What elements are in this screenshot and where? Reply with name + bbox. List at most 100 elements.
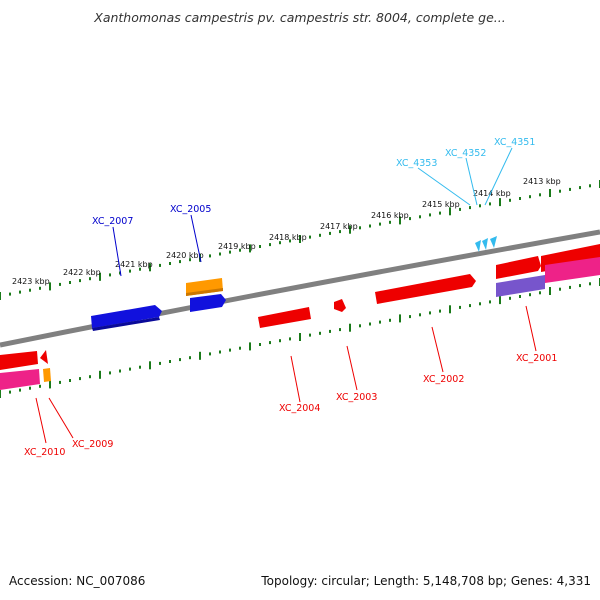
gene-xc-2009-arrow[interactable] bbox=[40, 350, 48, 364]
gene-xc-2010-feature[interactable] bbox=[0, 351, 38, 370]
minor-tick bbox=[189, 258, 191, 262]
minor-tick bbox=[469, 304, 471, 308]
gene-xc-2003-feature[interactable] bbox=[334, 299, 346, 312]
minor-tick bbox=[359, 324, 361, 328]
magenta-band[interactable] bbox=[0, 369, 40, 390]
minor-tick bbox=[179, 260, 181, 264]
magenta-band[interactable] bbox=[545, 257, 600, 283]
gene-xc-2001-feature[interactable] bbox=[496, 256, 541, 279]
kbp-label: 2417 kbp bbox=[320, 222, 358, 231]
minor-tick bbox=[209, 254, 211, 258]
kbp-scale: 2423 kbp 2422 kbp 2421 kbp 2420 kbp 2419… bbox=[12, 177, 561, 286]
trna-feature[interactable] bbox=[475, 240, 481, 252]
minor-tick bbox=[39, 286, 41, 290]
minor-tick bbox=[509, 198, 511, 202]
minor-tick bbox=[509, 296, 511, 300]
minor-tick bbox=[309, 235, 311, 239]
minor-tick bbox=[139, 267, 141, 271]
trna-feature[interactable] bbox=[490, 236, 497, 248]
gene-xc-2002-feature[interactable] bbox=[375, 274, 476, 304]
minor-tick bbox=[359, 226, 361, 230]
minor-tick bbox=[129, 367, 131, 371]
minor-tick bbox=[239, 346, 241, 350]
gene-xc-2009-feature[interactable] bbox=[43, 368, 51, 382]
minor-tick bbox=[29, 386, 31, 390]
kbp-label: 2414 kbp bbox=[473, 189, 511, 198]
minor-tick bbox=[409, 217, 411, 221]
gene-label-xc-2007: XC_2007 bbox=[92, 216, 133, 227]
minor-tick bbox=[379, 320, 381, 324]
trna-feature[interactable] bbox=[482, 238, 488, 250]
minor-tick bbox=[119, 271, 121, 275]
minor-tick bbox=[239, 248, 241, 252]
major-tick bbox=[49, 380, 51, 389]
minor-tick bbox=[369, 224, 371, 228]
gene-label-xc-4352: XC_4352 bbox=[445, 148, 486, 159]
major-tick bbox=[349, 323, 351, 332]
gene-label-xc-2001: XC_2001 bbox=[516, 353, 557, 364]
gene-label-xc-2004: XC_2004 bbox=[279, 403, 320, 414]
gene-blue-feature[interactable] bbox=[190, 294, 226, 312]
purple-band[interactable] bbox=[496, 275, 545, 297]
major-tick bbox=[199, 351, 201, 360]
major-tick bbox=[0, 390, 1, 398]
minor-tick bbox=[119, 369, 121, 373]
minor-tick bbox=[69, 281, 71, 284]
minor-tick bbox=[269, 341, 271, 345]
major-tick bbox=[49, 282, 51, 291]
major-tick bbox=[399, 314, 401, 323]
minor-tick bbox=[379, 222, 381, 226]
minor-tick bbox=[469, 206, 471, 210]
minor-tick bbox=[19, 290, 21, 294]
minor-tick bbox=[329, 231, 331, 235]
minor-tick bbox=[189, 356, 191, 360]
minor-tick bbox=[479, 302, 481, 306]
minor-tick bbox=[339, 328, 341, 332]
minor-tick bbox=[169, 360, 171, 363]
minor-tick bbox=[459, 305, 461, 309]
gene-label-xc-2005: XC_2005 bbox=[170, 204, 211, 215]
minor-tick bbox=[459, 207, 461, 211]
minor-tick bbox=[489, 300, 491, 304]
minor-tick bbox=[219, 350, 221, 354]
gene-label-xc-4351: XC_4351 bbox=[494, 137, 535, 148]
minor-tick bbox=[69, 379, 71, 382]
gene-xc-2007-feature[interactable] bbox=[91, 305, 162, 328]
minor-tick bbox=[169, 262, 171, 265]
minor-tick bbox=[389, 318, 391, 322]
minor-tick bbox=[529, 293, 531, 297]
minor-tick bbox=[209, 352, 211, 356]
topology-summary: Topology: circular; Length: 5,148,708 bp… bbox=[261, 574, 591, 588]
gene-label-xc-2003: XC_2003 bbox=[336, 392, 377, 403]
minor-tick bbox=[569, 187, 571, 191]
minor-tick bbox=[339, 230, 341, 234]
label-leaders bbox=[35, 147, 537, 444]
minor-tick bbox=[129, 269, 131, 273]
minor-tick bbox=[109, 371, 111, 375]
gene-xc-2004-feature[interactable] bbox=[258, 307, 311, 328]
minor-tick bbox=[329, 329, 331, 333]
minor-tick bbox=[559, 189, 561, 193]
kbp-label: 2422 kbp bbox=[63, 268, 101, 277]
minor-tick bbox=[269, 243, 271, 247]
minor-tick bbox=[289, 239, 291, 243]
minor-tick bbox=[79, 377, 81, 381]
minor-tick bbox=[79, 279, 81, 283]
minor-tick bbox=[439, 309, 441, 313]
minor-tick bbox=[289, 337, 291, 341]
minor-tick bbox=[229, 250, 231, 254]
minor-tick bbox=[429, 311, 431, 315]
minor-tick bbox=[539, 193, 541, 197]
minor-tick bbox=[539, 291, 541, 295]
minor-tick bbox=[409, 315, 411, 319]
kbp-label: 2423 kbp bbox=[12, 277, 50, 286]
minor-tick bbox=[419, 215, 421, 219]
major-tick bbox=[0, 292, 1, 300]
major-tick bbox=[149, 361, 151, 370]
minor-tick bbox=[529, 195, 531, 199]
minor-tick bbox=[319, 233, 321, 237]
major-tick bbox=[449, 207, 451, 216]
minor-tick bbox=[109, 273, 111, 277]
minor-tick bbox=[59, 282, 61, 286]
